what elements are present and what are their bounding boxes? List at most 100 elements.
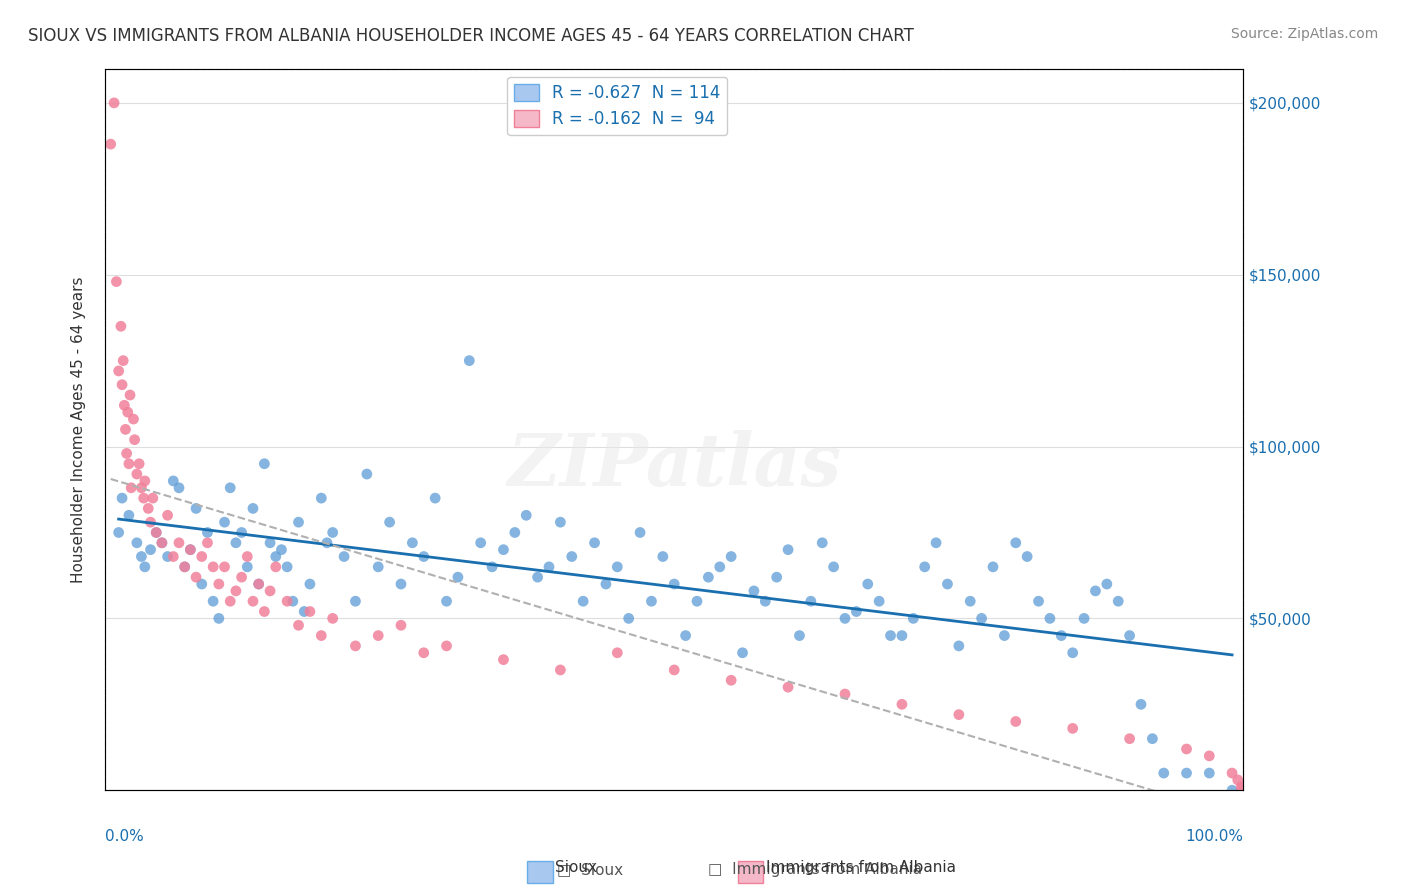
Point (1142, 731, 1164, 746)
Point (458, 353, 481, 368)
Point (778, 680, 800, 694)
Point (253, 457, 276, 471)
Point (1084, 583, 1107, 598)
Point (903, 611, 925, 625)
Point (550, 515, 572, 529)
Point (606, 646, 628, 660)
Point (845, 605, 868, 619)
Point (124, 433, 146, 447)
Point (515, 508, 537, 523)
Point (617, 611, 640, 625)
Point (367, 629, 389, 643)
Point (1198, 748, 1220, 763)
Point (322, 525, 344, 540)
Point (214, 559, 236, 574)
Point (316, 536, 339, 550)
Point (754, 594, 776, 608)
Point (367, 559, 389, 574)
Point (125, 467, 148, 481)
Point (1226, 772, 1249, 787)
Legend: R = -0.627  N = 114, R = -0.162  N =  94: R = -0.627 N = 114, R = -0.162 N = 94 (508, 77, 727, 135)
Point (1062, 646, 1084, 660)
Text: □  Sioux: □ Sioux (557, 863, 624, 877)
Point (640, 594, 662, 608)
Point (1118, 731, 1140, 746)
Point (139, 542, 162, 557)
Point (128, 457, 150, 471)
Point (890, 629, 912, 643)
Point (1153, 766, 1175, 780)
Point (231, 570, 253, 584)
Point (118, 457, 141, 471)
Point (1004, 714, 1026, 729)
Point (162, 474, 184, 488)
Point (1220, 783, 1243, 797)
Point (311, 629, 333, 643)
Point (111, 491, 134, 505)
Y-axis label: Householder Income Ages 45 - 64 years: Householder Income Ages 45 - 64 years (72, 277, 86, 582)
Point (202, 594, 225, 608)
Point (236, 549, 259, 564)
Point (292, 605, 315, 619)
Point (709, 559, 731, 574)
Point (287, 618, 309, 632)
Point (731, 646, 754, 660)
Point (925, 536, 948, 550)
Point (281, 594, 304, 608)
Point (389, 577, 412, 591)
Point (1118, 629, 1140, 643)
Point (811, 536, 834, 550)
Point (1198, 766, 1220, 780)
Point (253, 605, 276, 619)
Point (686, 594, 709, 608)
Point (322, 611, 344, 625)
Point (356, 467, 378, 481)
Point (219, 594, 242, 608)
Point (503, 525, 526, 540)
Point (105, 275, 128, 289)
Point (412, 549, 434, 564)
Point (914, 559, 936, 574)
Point (389, 618, 412, 632)
Point (333, 549, 356, 564)
Text: □  Immigrants from Albania: □ Immigrants from Albania (709, 863, 922, 877)
Point (1095, 577, 1118, 591)
Text: 100.0%: 100.0% (1185, 829, 1243, 844)
Point (112, 353, 135, 368)
Point (550, 663, 572, 677)
Point (236, 559, 259, 574)
Point (789, 629, 811, 643)
Point (742, 583, 765, 598)
Point (583, 536, 606, 550)
Point (150, 536, 173, 550)
Point (118, 508, 141, 523)
Point (311, 491, 333, 505)
Point (664, 577, 686, 591)
Point (936, 577, 959, 591)
Point (720, 549, 742, 564)
Point (492, 542, 515, 557)
Point (202, 559, 225, 574)
Point (823, 559, 845, 574)
Point (134, 474, 156, 488)
Point (103, 95, 125, 110)
Point (134, 559, 156, 574)
Point (100, 137, 122, 152)
Point (948, 639, 970, 653)
Point (242, 501, 264, 516)
Point (125, 536, 148, 550)
Point (107, 364, 129, 378)
Text: 0.0%: 0.0% (105, 829, 143, 844)
Point (834, 611, 856, 625)
Point (664, 663, 686, 677)
Point (800, 594, 823, 608)
Point (436, 594, 458, 608)
Point (298, 605, 321, 619)
Point (132, 491, 155, 505)
Point (264, 549, 287, 564)
Point (1232, 781, 1254, 796)
Point (114, 422, 136, 436)
Point (150, 536, 173, 550)
Point (287, 515, 309, 529)
Point (470, 536, 492, 550)
